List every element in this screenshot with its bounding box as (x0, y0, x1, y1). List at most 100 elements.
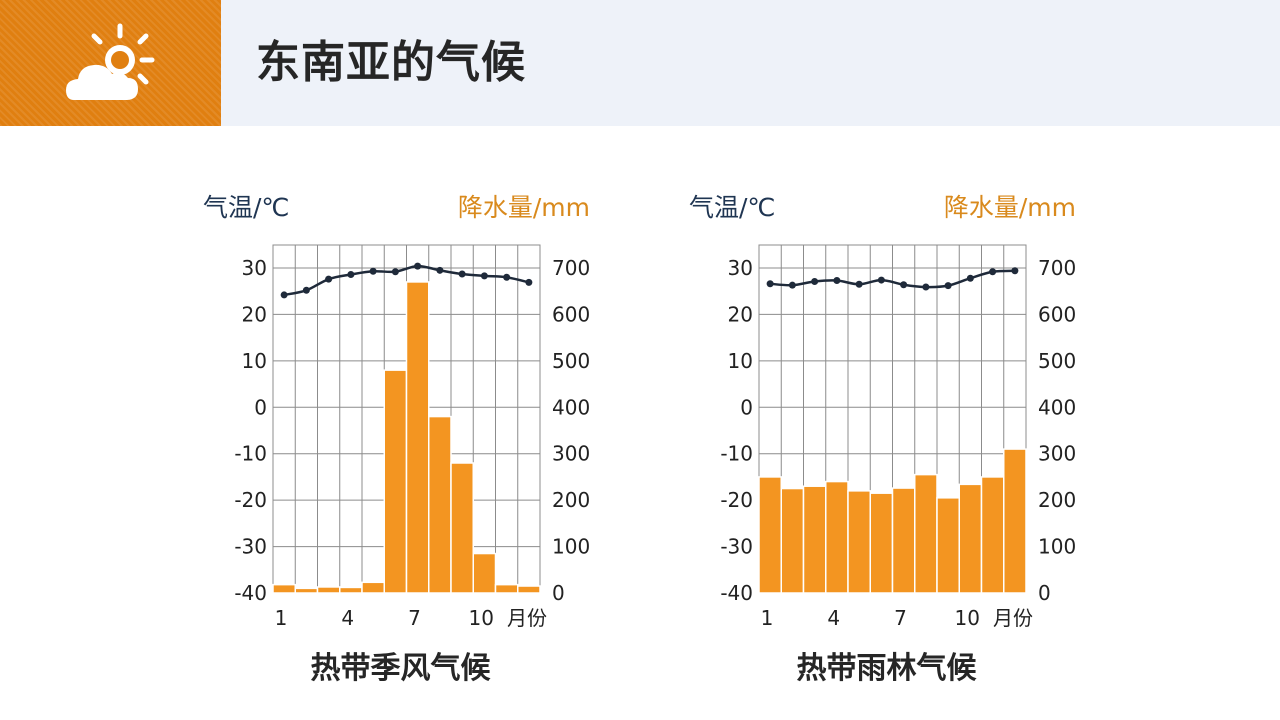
chart-1-temp-point-9 (458, 270, 466, 278)
chart-2-temp-point-10 (966, 274, 974, 282)
chart-2-temp-point-6 (877, 276, 885, 284)
chart-2-temp-point-9 (944, 282, 952, 290)
chart-2-month-tick: 10 (955, 606, 980, 630)
chart-2-precip-tick: 400 (1038, 395, 1076, 419)
chart-2-temp-point-1 (766, 280, 774, 288)
chart-2-precip-bar-7 (891, 487, 916, 594)
chart-2-temp-tick: -10 (720, 442, 753, 466)
chart-1-precip-axis-label: 降水量/mm (458, 193, 590, 222)
chart-2-temp-point-2 (788, 281, 796, 289)
chart-1-precip-bar-6 (383, 369, 408, 594)
chart-2-temp-tick: -20 (720, 488, 753, 512)
chart-1-temp-tick: 10 (242, 349, 267, 373)
chart-1-temp-tick: 30 (242, 256, 267, 280)
chart-1-temp-point-5 (369, 267, 377, 275)
chart-1-precip-tick: 200 (552, 488, 590, 512)
chart-2-month-tick: 7 (894, 606, 907, 630)
chart-1-temp-tick: -30 (234, 535, 267, 559)
chart-1-temp-point-1 (280, 291, 288, 299)
chart-2-precip-bar-12 (1003, 448, 1027, 594)
chart-1-temp-point-10 (480, 272, 488, 280)
chart-1-precip-tick: 700 (552, 256, 590, 280)
chart-1-temp-tick: -40 (234, 581, 267, 605)
chart-1-temp-tick: -20 (234, 488, 267, 512)
chart-1-precip-bar-8 (428, 415, 452, 594)
chart-2-month-tick: 1 (761, 606, 774, 630)
chart-2-temp-axis-label: 气温/℃ (689, 193, 776, 222)
chart-2-temp-point-8 (922, 283, 930, 291)
chart-2-precip-bar-2 (780, 487, 805, 594)
chart-1-precip-tick: 0 (552, 581, 565, 605)
chart-1-temp-point-7 (414, 262, 422, 270)
chart-2-temp-tick: 20 (728, 302, 753, 326)
chart-1-precip-bar-11 (494, 583, 519, 594)
chart-2-temp-point-11 (989, 268, 997, 276)
chart-1-temp-tick: -10 (234, 442, 267, 466)
chart-1-caption: 热带季风气候 (311, 651, 492, 686)
chart-1-precip-bar-12 (517, 585, 541, 594)
chart-2-precip-bar-9 (936, 497, 960, 594)
chart-2-precip-bar-6 (869, 492, 894, 594)
chart-2-temp-tick: -30 (720, 535, 753, 559)
chart-2-precip-tick: 300 (1038, 442, 1076, 466)
chart-2-precip-tick: 700 (1038, 256, 1076, 280)
chart-1-precip-tick: 600 (552, 302, 590, 326)
chart-2-precip-bar-1 (758, 476, 782, 594)
chart-2-precip-tick: 500 (1038, 349, 1076, 373)
chart-2-month-tick: 4 (827, 606, 840, 630)
chart-2-precip-bar-11 (980, 476, 1005, 594)
chart-2-x-unit-label: 月份 (993, 606, 1033, 630)
chart-1-temp-tick: 20 (242, 302, 267, 326)
page-title: 东南亚的气候 (256, 37, 526, 88)
chart-1-month-tick: 1 (275, 606, 288, 630)
chart-2-precip-tick: 600 (1038, 302, 1076, 326)
chart-1-temp-tick: 0 (254, 395, 267, 419)
chart-1-temp-axis-label: 气温/℃ (203, 193, 290, 222)
chart-2-precip-bar-5 (847, 490, 871, 594)
chart-2-caption: 热带雨林气候 (797, 651, 978, 686)
header-icon-box (0, 0, 221, 126)
chart-1-month-tick: 7 (408, 606, 421, 630)
chart-1-precip-tick: 400 (552, 395, 590, 419)
chart-1-precip-bar-7 (405, 281, 430, 594)
chart-1-month-tick: 10 (469, 606, 494, 630)
chart-1-month-tick: 4 (341, 606, 354, 630)
chart-1-precip-bar-4 (339, 586, 363, 594)
chart-1-temp-point-8 (436, 266, 444, 274)
chart-1-temp-point-2 (302, 286, 310, 294)
chart-1-temp-point-4 (347, 271, 355, 278)
chart-2-temp-tick: 10 (728, 349, 753, 373)
chart-1-precip-tick: 100 (552, 535, 590, 559)
chart-2-temp-point-4 (833, 277, 841, 285)
chart-1-temp-point-12 (525, 278, 533, 286)
chart-2-temp-point-12 (1011, 267, 1019, 275)
chart-1-x-unit-label: 月份 (507, 606, 547, 630)
chart-1-temp-point-3 (325, 275, 333, 283)
chart-1-precip-bar-9 (450, 462, 474, 594)
chart-1-temp-point-11 (503, 273, 511, 281)
chart-1-precip-bar-10 (472, 552, 497, 594)
chart-1-precip-bar-5 (361, 581, 385, 594)
chart-2-precip-tick: 100 (1038, 535, 1076, 559)
chart-2-temp-tick: 30 (728, 256, 753, 280)
chart-2-precip-bar-4 (825, 480, 849, 594)
chart-2-precip-bar-10 (958, 483, 983, 594)
sun-cloud-icon (66, 23, 155, 100)
chart-2-temp-point-7 (900, 281, 908, 289)
chart-2-temp-tick: 0 (740, 395, 753, 419)
chart-2-temp-point-3 (811, 277, 819, 285)
chart-2-temp-tick: -40 (720, 581, 753, 605)
chart-1-precip-bar-2 (294, 587, 319, 594)
chart-2-precip-tick: 0 (1038, 581, 1051, 605)
chart-2-precip-bar-8 (914, 473, 938, 594)
chart-2-precip-tick: 200 (1038, 488, 1076, 512)
chart-1-precip-tick: 300 (552, 442, 590, 466)
chart-1-temp-point-6 (391, 268, 399, 276)
chart-1-precip-tick: 500 (552, 349, 590, 373)
chart-2-precip-axis-label: 降水量/mm (944, 193, 1076, 222)
chart-1-precip-bar-3 (316, 586, 341, 594)
chart-2-temp-point-5 (855, 280, 863, 288)
chart-2-precip-bar-3 (802, 485, 827, 594)
chart-1-precip-bar-1 (272, 583, 296, 594)
